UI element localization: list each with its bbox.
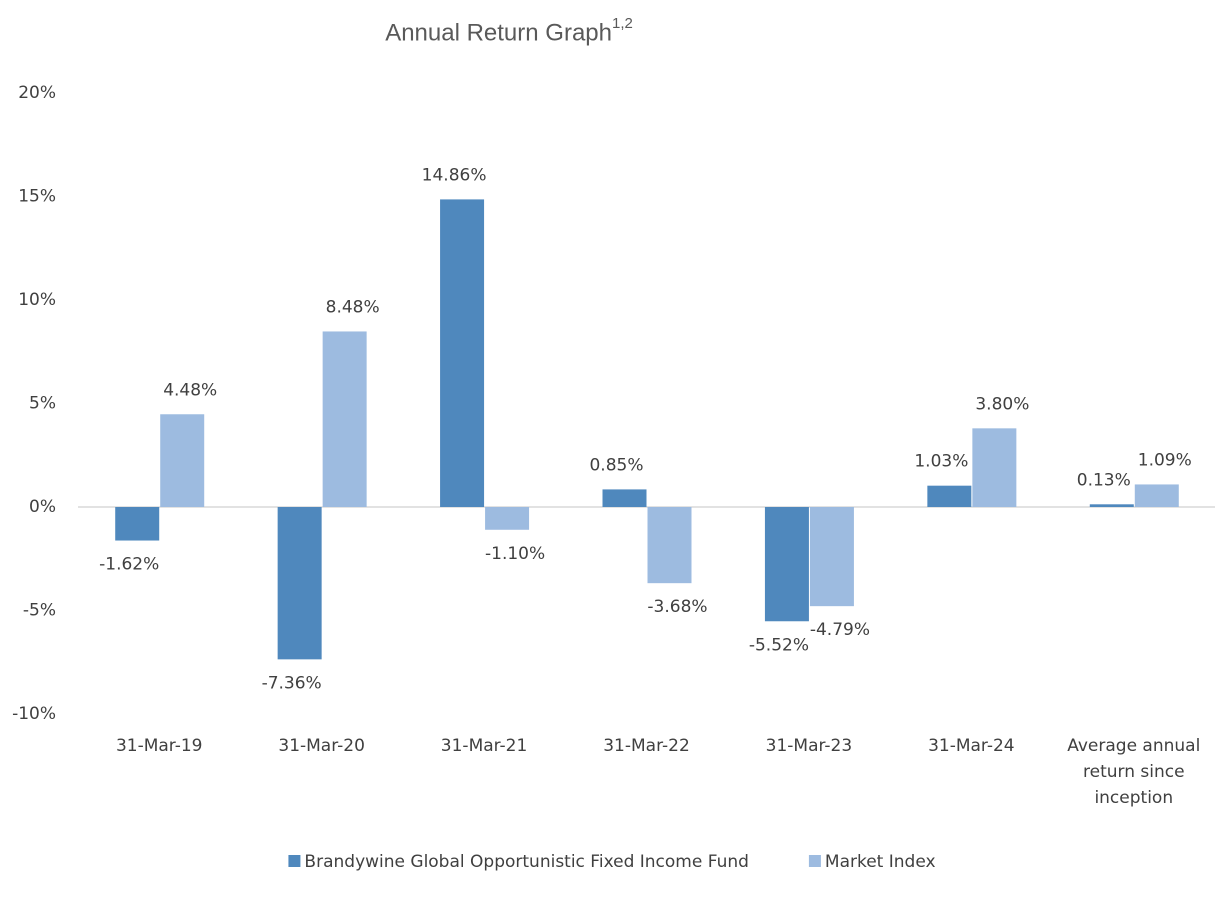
bar bbox=[927, 485, 972, 507]
y-tick-label: 10% bbox=[18, 290, 56, 310]
data-label: -1.10% bbox=[485, 544, 545, 564]
data-label: -4.79% bbox=[810, 620, 870, 640]
data-label: 3.80% bbox=[975, 394, 1029, 414]
legend-label: Brandywine Global Opportunistic Fixed In… bbox=[304, 852, 748, 872]
bar bbox=[647, 507, 692, 584]
legend-label: Market Index bbox=[825, 852, 936, 872]
bar bbox=[485, 507, 530, 530]
x-tick-label: 31-Mar-21 bbox=[441, 736, 528, 756]
y-tick-label: -10% bbox=[12, 704, 56, 724]
y-tick-label: 20% bbox=[18, 83, 56, 103]
bar bbox=[1089, 504, 1134, 507]
x-tick-label: Average annual return since inception bbox=[1067, 736, 1200, 808]
data-label: 8.48% bbox=[326, 297, 380, 317]
bar bbox=[277, 507, 322, 660]
data-label: -5.52% bbox=[749, 635, 809, 655]
legend: Brandywine Global Opportunistic Fixed In… bbox=[288, 852, 936, 872]
data-label: 0.85% bbox=[589, 455, 643, 475]
data-label: 14.86% bbox=[422, 165, 487, 185]
bar bbox=[1134, 484, 1179, 507]
bar bbox=[160, 414, 205, 507]
bar bbox=[440, 199, 485, 507]
legend-swatch bbox=[288, 855, 301, 867]
y-tick-label: -5% bbox=[23, 601, 56, 621]
data-label: -3.68% bbox=[647, 597, 707, 617]
bar bbox=[115, 507, 160, 541]
y-tick-label: 15% bbox=[18, 187, 56, 207]
x-tick-label: 31-Mar-20 bbox=[278, 736, 365, 756]
bar bbox=[602, 489, 647, 507]
x-tick-label: 31-Mar-23 bbox=[766, 736, 853, 756]
data-label: 1.03% bbox=[914, 452, 968, 472]
x-tick-label: 31-Mar-22 bbox=[603, 736, 690, 756]
chart-title: Annual Return Graph bbox=[385, 19, 612, 46]
data-label: 1.09% bbox=[1138, 450, 1192, 470]
bar bbox=[809, 507, 854, 607]
data-label: 0.13% bbox=[1077, 470, 1131, 490]
data-label: -1.62% bbox=[99, 555, 159, 575]
x-tick-label: 31-Mar-24 bbox=[928, 736, 1015, 756]
legend-swatch bbox=[808, 855, 821, 867]
bar bbox=[322, 331, 367, 507]
y-tick-label: 5% bbox=[29, 394, 56, 414]
y-tick-label: 0% bbox=[29, 497, 56, 517]
bar bbox=[972, 428, 1017, 507]
bar bbox=[764, 507, 809, 622]
x-tick-label: 31-Mar-19 bbox=[116, 736, 203, 756]
chart-title-superscript: 1,2 bbox=[612, 15, 633, 32]
data-label: -7.36% bbox=[262, 673, 322, 693]
data-label: 4.48% bbox=[163, 380, 217, 400]
